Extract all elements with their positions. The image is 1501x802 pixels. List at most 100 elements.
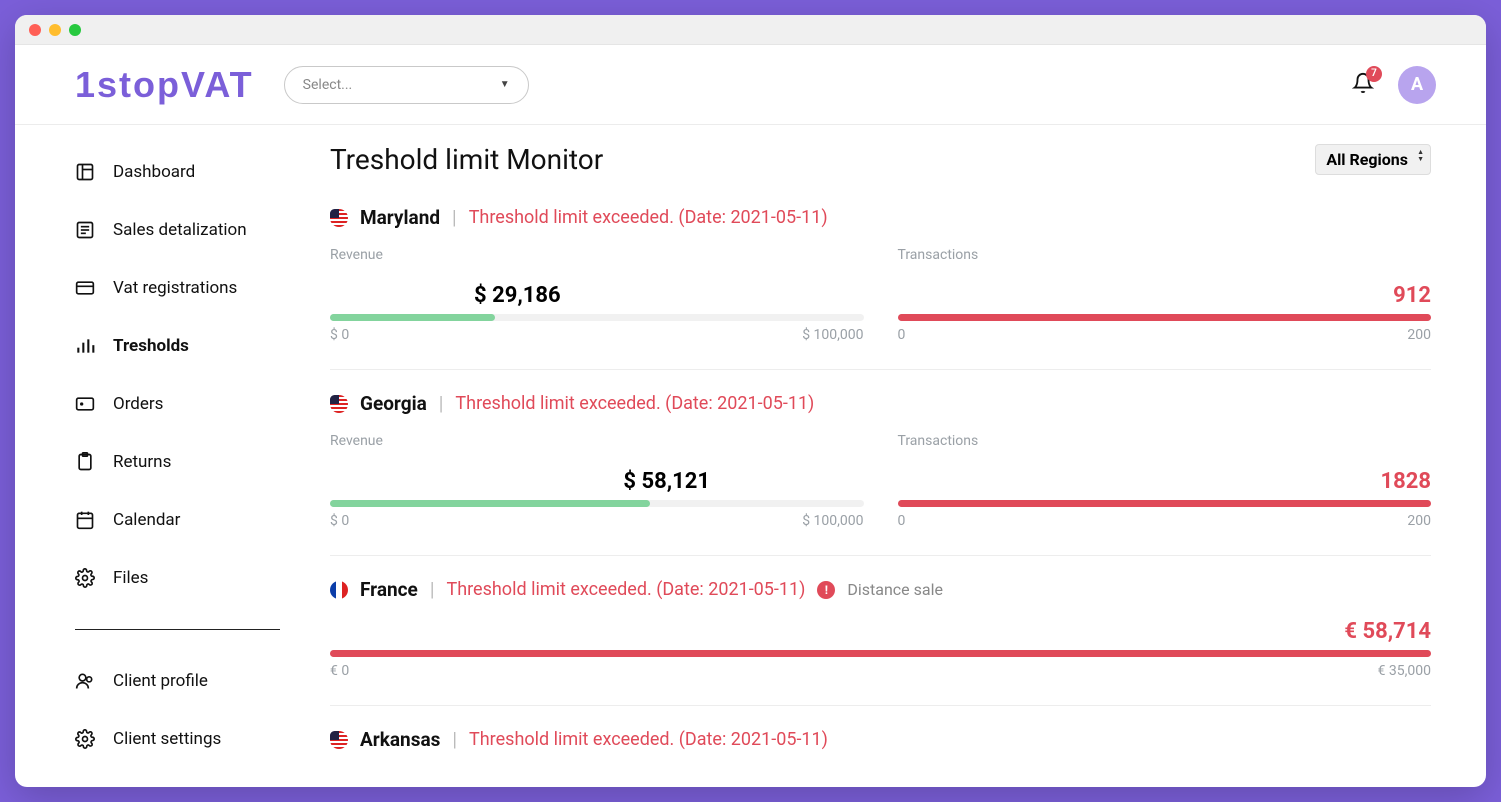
sidebar-item-label: Vat registrations [113, 278, 237, 298]
revenue-metric: Revenue $ 58,121 $ 0 $ 100,000 [330, 433, 864, 529]
main-content: Treshold limit Monitor All Regions ▲▼ Ma… [320, 125, 1486, 787]
region-name: Georgia [360, 392, 427, 415]
progress-fill [898, 314, 1432, 321]
max-label: 200 [1407, 513, 1431, 529]
progress-fill [330, 314, 495, 321]
sidebar: Dashboard Sales detalization Vat registr… [15, 125, 320, 787]
titlebar [15, 15, 1486, 45]
sidebar-item-returns[interactable]: Returns [75, 435, 320, 489]
gear-icon [75, 729, 95, 749]
sidebar-item-label: Sales detalization [113, 220, 247, 240]
sidebar-divider [75, 629, 280, 630]
logo: 1stopVAT [75, 64, 254, 106]
full-metric: € 58,714 € 0 € 35,000 [330, 619, 1431, 679]
min-label: 0 [898, 327, 906, 343]
flag-fr-icon [330, 581, 348, 599]
progress-bar [898, 314, 1432, 321]
sidebar-item-client-settings[interactable]: Client settings [75, 712, 320, 766]
max-label: € 35,000 [1378, 663, 1431, 679]
progress-fill [330, 650, 1431, 657]
region-header-france: France | Threshold limit exceeded. (Date… [330, 578, 1431, 601]
region-name: France [360, 578, 418, 601]
window-maximize-icon[interactable] [69, 24, 81, 36]
sidebar-item-vat[interactable]: Vat registrations [75, 261, 320, 315]
revenue-value: $ 29,186 [474, 283, 863, 308]
sidebar-item-label: Files [113, 568, 148, 588]
flag-us-icon [330, 395, 348, 413]
metric-label: Revenue [330, 433, 864, 449]
transactions-metric: Transactions 1828 0200 [898, 433, 1432, 529]
progress-bar [898, 500, 1432, 507]
sidebar-item-label: Client settings [113, 729, 221, 749]
clipboard-icon [75, 452, 95, 472]
sidebar-item-label: Client profile [113, 671, 208, 691]
gear-icon [75, 568, 95, 588]
max-label: 200 [1407, 327, 1431, 343]
region-header-arkansas: Arkansas | Threshold limit exceeded. (Da… [330, 728, 1431, 751]
status-text: Threshold limit exceeded. (Date: 2021-05… [469, 729, 828, 750]
page-title: Treshold limit Monitor [330, 143, 603, 176]
avatar[interactable]: A [1398, 66, 1436, 104]
window-minimize-icon[interactable] [49, 24, 61, 36]
notifications-badge: 7 [1366, 66, 1382, 82]
amount-value: € 58,714 [330, 619, 1431, 644]
sidebar-item-label: Calendar [113, 510, 180, 530]
app-window: 1stopVAT Select... ▼ 7 A Dashboard Sales… [15, 15, 1486, 787]
global-select[interactable]: Select... ▼ [284, 66, 529, 104]
select-arrows-icon: ▲▼ [1417, 149, 1424, 163]
caret-down-icon: ▼ [500, 79, 510, 90]
sidebar-item-label: Returns [113, 452, 171, 472]
status-text: Threshold limit exceeded. (Date: 2021-05… [469, 207, 828, 228]
metric-label: Revenue [330, 247, 864, 263]
region-header-georgia: Georgia | Threshold limit exceeded. (Dat… [330, 392, 1431, 415]
flag-us-icon [330, 731, 348, 749]
dashboard-icon [75, 162, 95, 182]
alert-icon: ! [817, 581, 835, 599]
separator: | [439, 392, 444, 415]
progress-fill [330, 500, 650, 507]
progress-bar [330, 650, 1431, 657]
sidebar-item-calendar[interactable]: Calendar [75, 493, 320, 547]
progress-fill [898, 500, 1432, 507]
sidebar-item-sales[interactable]: Sales detalization [75, 203, 320, 257]
transactions-value: 1828 [898, 469, 1432, 494]
users-icon [75, 671, 95, 691]
global-select-placeholder: Select... [303, 77, 353, 93]
status-text: Threshold limit exceeded. (Date: 2021-05… [455, 393, 814, 414]
min-label: € 0 [330, 663, 349, 679]
revenue-value: $ 58,121 [623, 469, 863, 494]
min-label: 0 [898, 513, 906, 529]
min-label: $ 0 [330, 513, 349, 529]
sidebar-item-label: Orders [113, 394, 163, 414]
bars-icon [75, 336, 95, 356]
divider [330, 555, 1431, 556]
orders-icon [75, 394, 95, 414]
separator: | [452, 728, 457, 751]
region-name: Arkansas [360, 728, 440, 751]
sidebar-item-label: Tresholds [113, 336, 189, 356]
sidebar-item-dashboard[interactable]: Dashboard [75, 145, 320, 199]
calendar-icon [75, 510, 95, 530]
flag-us-icon [330, 209, 348, 227]
transactions-value: 912 [898, 283, 1432, 308]
divider [330, 705, 1431, 706]
sidebar-item-client-profile[interactable]: Client profile [75, 654, 320, 708]
sidebar-item-files[interactable]: Files [75, 551, 320, 605]
notifications-button[interactable]: 7 [1352, 72, 1374, 98]
topbar: 1stopVAT Select... ▼ 7 A [15, 45, 1486, 125]
max-label: $ 100,000 [802, 513, 863, 529]
sidebar-item-orders[interactable]: Orders [75, 377, 320, 431]
max-label: $ 100,000 [802, 327, 863, 343]
sidebar-item-thresholds[interactable]: Tresholds [75, 319, 320, 373]
separator: | [430, 578, 435, 601]
window-close-icon[interactable] [29, 24, 41, 36]
card-icon [75, 278, 95, 298]
region-filter-select[interactable]: All Regions ▲▼ [1315, 144, 1431, 175]
region-filter-label: All Regions [1326, 150, 1408, 169]
transactions-metric: Transactions 912 0 200 [898, 247, 1432, 343]
region-name: Maryland [360, 206, 440, 229]
metric-label: Transactions [898, 247, 1432, 263]
progress-bar [330, 314, 864, 321]
revenue-metric: Revenue $ 29,186 $ 0$ 100,000 [330, 247, 864, 343]
list-icon [75, 220, 95, 240]
